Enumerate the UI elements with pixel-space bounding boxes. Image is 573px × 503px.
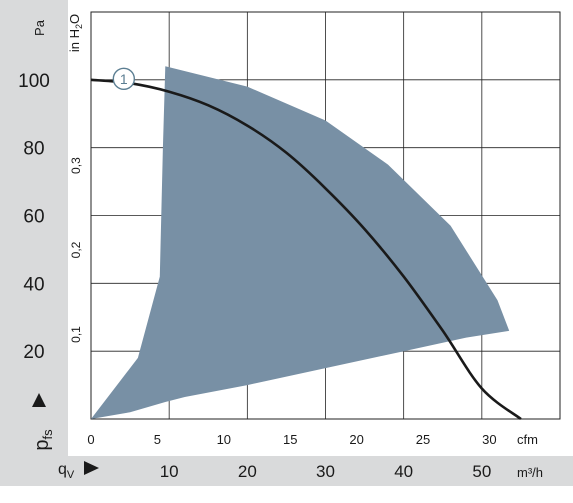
y-axis-unit-inh2o-tail: O [67, 14, 82, 24]
operating-range-layer [91, 66, 510, 420]
y-tick-pa-100: 100 [18, 71, 50, 92]
y-tick-pa-80: 80 [23, 139, 44, 160]
tick-labels: 20 40 60 80 100 0,1 0,2 0,3 0 5 10 15 20 25 30 10 20 30 40… [18, 71, 497, 481]
x-axis-unit-m3h: m³/h [517, 465, 543, 480]
y-axis-title-sub: fs [40, 429, 55, 440]
x-tick-cfm-25: 25 [416, 432, 430, 447]
x-axis-title: qV [58, 461, 75, 481]
y-axis-panel [0, 0, 68, 456]
y-axis-unit-inh2o-main: in H [67, 29, 82, 52]
y-axis-unit-inh2o: in H2O [67, 14, 84, 52]
x-tick-cfm-30: 30 [482, 432, 496, 447]
curve-layer: 1 [90, 67, 522, 421]
y-tick-pa-60: 60 [23, 207, 44, 228]
x-axis-title-main: q [58, 461, 67, 478]
x-tick-cfm-15: 15 [283, 432, 297, 447]
x-tick-cfm-20: 20 [349, 432, 363, 447]
y-tick-pa-40: 40 [23, 274, 44, 295]
y-tick-pa-20: 20 [23, 342, 44, 363]
y-tick-inh2o-0-1: 0,1 [69, 326, 83, 343]
x-axis-title-sub: V [67, 469, 75, 481]
y-axis-title-main: p [31, 440, 53, 451]
x-tick-m3h-30: 30 [316, 462, 335, 481]
series-line-1 [90, 78, 522, 421]
x-tick-m3h-40: 40 [394, 462, 413, 481]
x-axis-arrow-icon [84, 461, 99, 475]
operating-range-region [91, 66, 510, 420]
y-axis-title: pfs [31, 429, 55, 451]
x-tick-cfm-5: 5 [154, 432, 161, 447]
x-tick-m3h-20: 20 [238, 462, 257, 481]
y-axis-unit-pa: Pa [32, 19, 47, 36]
x-tick-m3h-10: 10 [160, 462, 179, 481]
y-axis-arrow-icon [32, 393, 46, 407]
x-axis-unit-cfm: cfm [517, 432, 538, 447]
series-marker-label: 1 [120, 71, 128, 87]
x-tick-cfm-10: 10 [217, 432, 231, 447]
x-tick-m3h-50: 50 [472, 462, 491, 481]
y-tick-inh2o-0-2: 0,2 [69, 241, 83, 258]
y-axis-unit-inh2o-sub: 2 [74, 24, 84, 29]
series-marker-circle [112, 67, 136, 91]
x-axis-panel-m3h [0, 456, 573, 486]
x-tick-cfm-0: 0 [87, 432, 94, 447]
y-tick-inh2o-0-3: 0,3 [69, 157, 83, 174]
